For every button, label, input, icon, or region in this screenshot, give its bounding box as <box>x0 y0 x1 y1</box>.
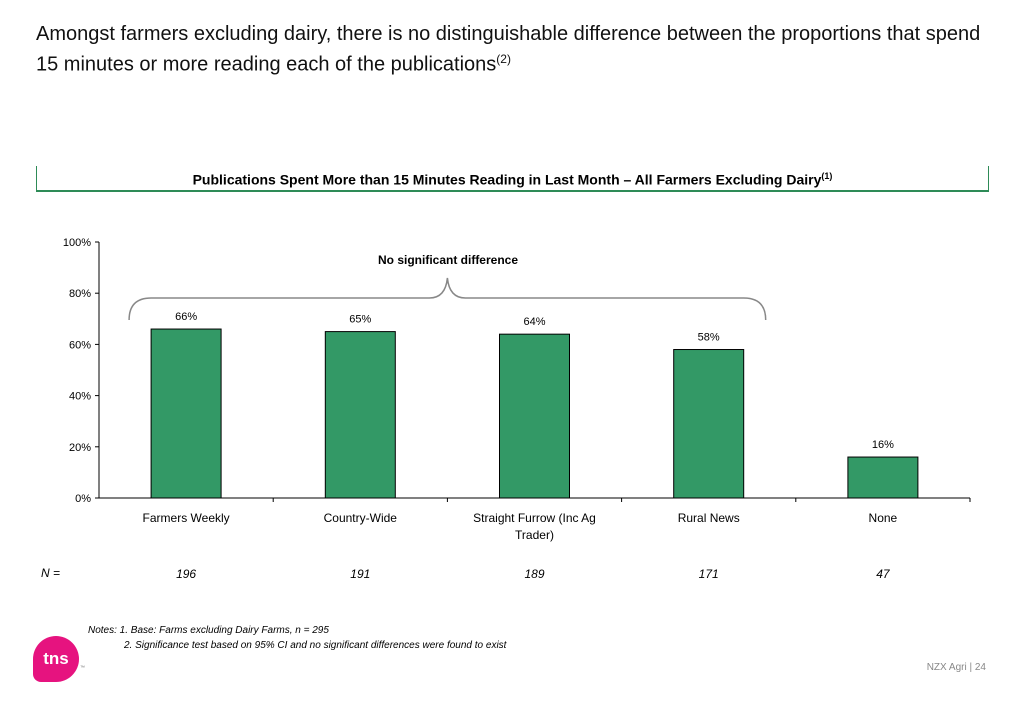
y-tick-label: 60% <box>69 339 91 351</box>
x-tick-label: Farmers Weekly <box>143 511 230 525</box>
sample-size-value: 171 <box>699 567 719 581</box>
x-tick-label: Straight Furrow (Inc Ag Trader) <box>473 511 596 542</box>
y-tick-label: 0% <box>75 493 91 505</box>
sample-size-label: N = <box>41 566 61 580</box>
data-label: 64% <box>523 316 545 328</box>
y-tick-label: 100% <box>63 237 91 249</box>
bar <box>673 349 745 499</box>
data-label: 65% <box>349 314 371 326</box>
chart-title: Publications Spent More than 15 Minutes … <box>36 166 989 192</box>
significance-brace <box>128 277 767 321</box>
headline-text: Amongst farmers excluding dairy, there i… <box>36 23 981 76</box>
sample-size-value: 196 <box>176 567 196 581</box>
logo-text: tns <box>43 649 69 668</box>
headline-footnote: (2) <box>496 52 511 66</box>
annotation-no-significant-difference: No significant difference <box>378 253 518 267</box>
data-label: 16% <box>872 439 894 451</box>
x-tick-label: Rural News <box>678 511 740 525</box>
data-label: 58% <box>698 332 720 344</box>
chart-title-footnote: (1) <box>821 171 833 181</box>
chart-title-text: Publications Spent More than 15 Minutes … <box>192 171 822 188</box>
sample-size-value: 189 <box>524 567 544 581</box>
footer-page-number: NZX Agri | 24 <box>926 662 986 673</box>
bar <box>499 333 570 499</box>
y-tick-label: 40% <box>69 391 91 403</box>
note-1: Notes: 1. Base: Farms excluding Dairy Fa… <box>88 625 329 636</box>
headline: Amongst farmers excluding dairy, there i… <box>36 22 996 78</box>
bar <box>150 328 222 499</box>
x-tick-label: Country-Wide <box>324 511 398 525</box>
bar <box>847 456 919 499</box>
sample-size-value: 47 <box>876 567 891 581</box>
bar <box>324 331 396 499</box>
sample-size-value: 191 <box>350 567 370 581</box>
data-label: 66% <box>175 311 197 323</box>
y-tick-label: 80% <box>69 288 91 300</box>
logo-trademark: ™ <box>80 665 85 671</box>
tns-logo: tns <box>33 636 79 682</box>
x-tick-label: None <box>869 511 898 525</box>
note-2: 2. Significance test based on 95% CI and… <box>124 640 507 651</box>
notes: Notes: 1. Base: Farms excluding Dairy Fa… <box>88 623 506 653</box>
y-tick-label: 20% <box>69 442 91 454</box>
